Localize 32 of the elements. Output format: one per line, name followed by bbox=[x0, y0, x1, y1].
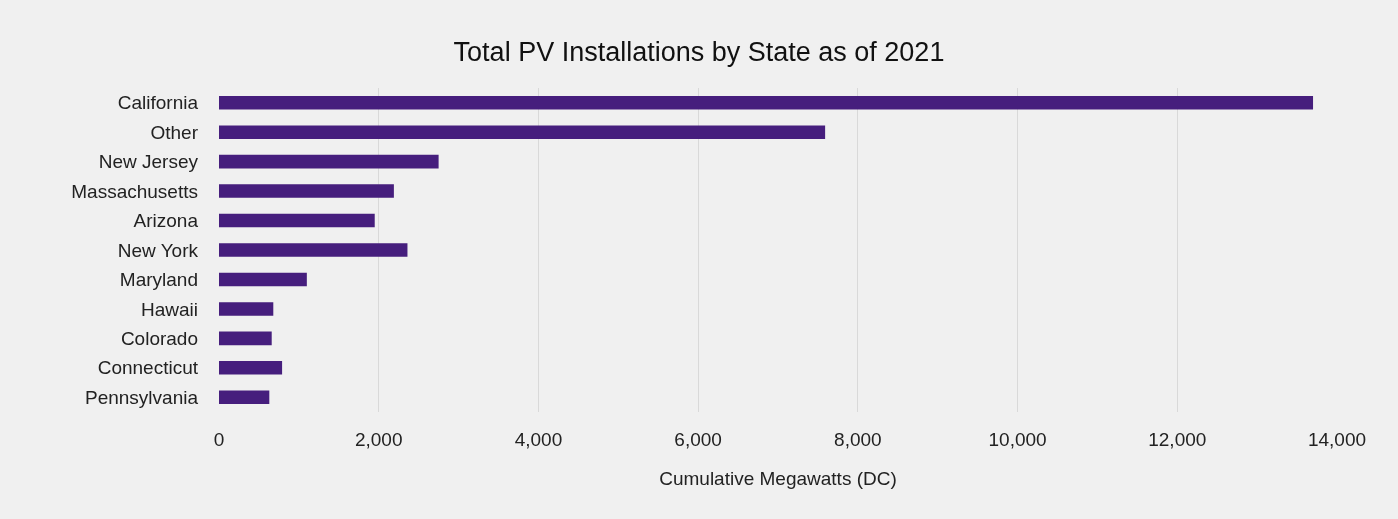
bar bbox=[219, 390, 270, 405]
bar bbox=[219, 154, 439, 169]
bar bbox=[219, 184, 394, 198]
x-axis-title: Cumulative Megawatts (DC) bbox=[659, 467, 897, 489]
y-tick-label: New Jersey bbox=[98, 151, 199, 173]
x-tick-label: 4,000 bbox=[514, 429, 563, 450]
x-tick-label: 0 bbox=[213, 429, 225, 450]
y-tick-label: New York bbox=[117, 239, 199, 261]
bar bbox=[219, 361, 283, 375]
y-tick-label: Pennsylvania bbox=[84, 386, 199, 408]
x-tick-label: 14,000 bbox=[1307, 429, 1367, 450]
y-tick-label: Hawaii bbox=[140, 298, 198, 320]
y-tick-label: Massachusetts bbox=[71, 180, 198, 202]
y-tick-label: Maryland bbox=[119, 269, 198, 291]
x-tick-label: 10,000 bbox=[988, 429, 1047, 450]
x-tick-label: 6,000 bbox=[674, 429, 722, 450]
y-tick-label: Other bbox=[150, 121, 199, 143]
y-tick-label: Arizona bbox=[133, 210, 199, 232]
chart-title: Total PV Installations by State as of 2021 bbox=[453, 37, 945, 68]
bar bbox=[219, 125, 826, 139]
y-tick-label: California bbox=[117, 92, 199, 114]
x-tick-label: 12,000 bbox=[1148, 429, 1207, 450]
bar bbox=[219, 95, 1314, 110]
y-tick-label: Colorado bbox=[120, 328, 198, 350]
y-tick-label: Connecticut bbox=[97, 357, 199, 379]
x-tick-label: 2,000 bbox=[354, 429, 403, 450]
bar bbox=[219, 302, 274, 316]
x-tick-label: 8,000 bbox=[834, 429, 882, 450]
bar bbox=[219, 243, 408, 257]
bar bbox=[219, 213, 375, 228]
bar bbox=[219, 331, 272, 346]
bar bbox=[219, 272, 307, 287]
